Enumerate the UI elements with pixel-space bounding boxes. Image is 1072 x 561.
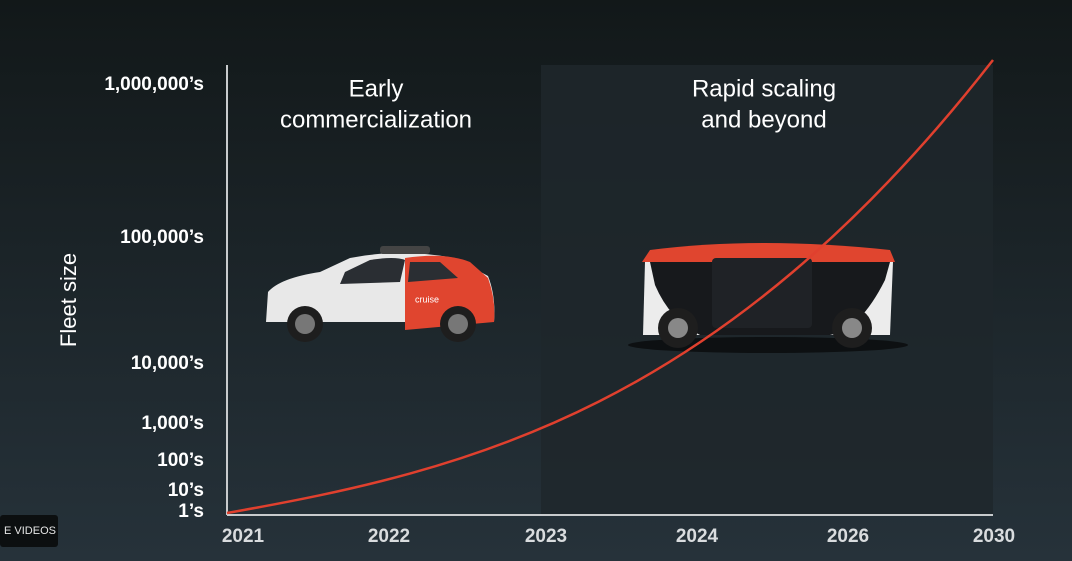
y-label: 100’s bbox=[157, 450, 204, 471]
region-title: Rapid scaling bbox=[692, 75, 836, 102]
y-label: 1,000,000’s bbox=[104, 74, 204, 95]
y-label: 100,000’s bbox=[120, 227, 204, 248]
x-label: 2026 bbox=[827, 526, 869, 547]
x-label: 2021 bbox=[222, 526, 265, 547]
growth-curve bbox=[226, 59, 994, 515]
region-title: Early bbox=[349, 75, 404, 102]
y-label: 10’s bbox=[168, 480, 204, 501]
y-label: 1’s bbox=[178, 501, 204, 522]
car-bolt: cruise bbox=[266, 246, 495, 342]
car-logo: cruise bbox=[415, 294, 439, 304]
x-label: 2023 bbox=[525, 526, 567, 547]
x-label: 2030 bbox=[973, 526, 1015, 547]
region-title: and beyond bbox=[701, 106, 826, 133]
badge bbox=[0, 515, 58, 547]
y-label: 10,000’s bbox=[131, 353, 204, 374]
y-axis-title: Fleet size bbox=[56, 253, 81, 347]
region-title: commercialization bbox=[280, 106, 472, 133]
x-label: 2024 bbox=[676, 526, 719, 547]
x-label: 2022 bbox=[368, 526, 410, 547]
badge-text: E VIDEOS bbox=[4, 525, 56, 537]
y-label: 1,000’s bbox=[141, 413, 204, 434]
